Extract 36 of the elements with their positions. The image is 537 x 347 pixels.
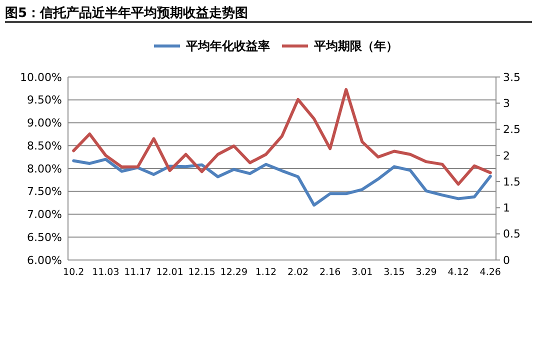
x-tick-label: 11.17: [124, 267, 152, 278]
y-tick-label: 6.50%: [27, 230, 62, 244]
x-tick-label: 1.12: [255, 267, 277, 278]
x-tick-label: 12.29: [220, 267, 248, 278]
y2-tick-label: 2.5: [503, 123, 520, 136]
x-tick-label: 11.03: [92, 267, 120, 278]
chart-title: 图5：信托产品近半年平均预期收益走势图: [5, 5, 248, 21]
y-tick-label: 10.00%: [20, 70, 62, 84]
x-tick-label: 12.15: [188, 267, 216, 278]
x-tick-label: 10.2: [63, 267, 84, 278]
line-series: [72, 158, 492, 207]
y2-tick-label: 0.5: [503, 228, 520, 241]
y2-tick-label: 0: [503, 254, 510, 267]
line-series: [72, 88, 492, 186]
x-tick-label: 3.29: [416, 267, 437, 278]
y-tick-label: 6.00%: [27, 254, 62, 267]
y-tick-label: 8.00%: [27, 162, 62, 176]
y-tick-label: 8.50%: [27, 139, 62, 152]
y2-tick-label: 3.5: [503, 70, 520, 84]
y2-tick-label: 1: [503, 202, 510, 215]
x-tick-label: 3.01: [352, 267, 373, 278]
x-tick-label: 3.15: [384, 267, 405, 278]
y-tick-label: 7.00%: [27, 208, 62, 222]
y-tick-label: 9.50%: [27, 94, 62, 107]
x-tick-label: 2.16: [320, 267, 341, 278]
legend-label: 平均期限（年）: [313, 39, 398, 54]
y-tick-label: 7.50%: [27, 185, 62, 198]
y2-tick-label: 3: [503, 96, 510, 110]
x-tick-label: 12.01: [156, 267, 184, 278]
y2-tick-label: 1.5: [503, 175, 520, 188]
x-tick-label: 2.02: [287, 267, 309, 278]
x-tick-label: 4.26: [480, 267, 501, 278]
x-tick-label: 4.12: [448, 267, 469, 278]
y-tick-label: 9.00%: [27, 116, 62, 130]
y2-tick-label: 2: [503, 149, 510, 162]
legend-label: 平均年化收益率: [185, 39, 270, 54]
